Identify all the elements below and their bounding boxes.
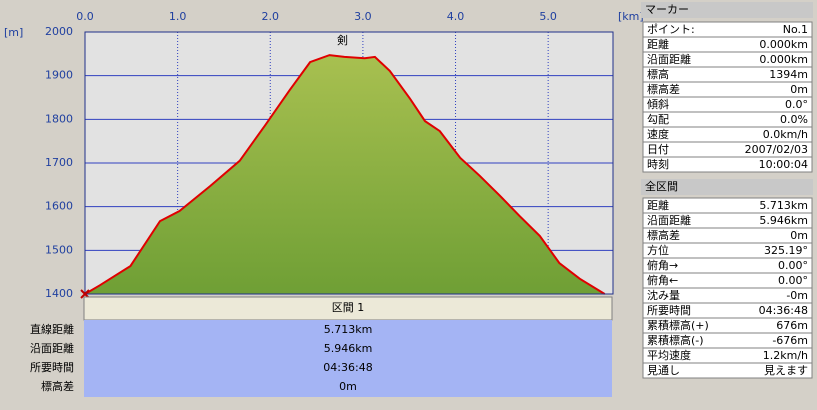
y-tick-label: 1700 [45, 156, 73, 169]
panel-value: 325.19° [764, 244, 808, 257]
panel-value: 見えます [764, 364, 808, 377]
panel-label: 平均速度 [647, 348, 691, 362]
y-tick-label: 1800 [45, 112, 73, 125]
panel-value: 5.946km [759, 214, 808, 227]
panel-label: 傾斜 [647, 97, 669, 111]
panel-label: 速度 [647, 127, 669, 141]
segment-label: 所要時間 [30, 361, 74, 374]
total-title-box [641, 179, 813, 195]
annotation: 剣 [337, 34, 348, 47]
segment-value: 5.946km [324, 342, 373, 355]
panel-value: 0m [790, 83, 808, 96]
total-title: 全区間 [645, 179, 678, 193]
marker-title: マーカー [645, 3, 689, 16]
panel-value: 5.713km [759, 199, 808, 212]
y-tick-label: 2000 [45, 25, 73, 38]
panel-label: 距離 [647, 37, 669, 51]
x-tick-label: 3.0 [354, 10, 372, 23]
panel-value: 1394m [769, 68, 808, 81]
panel-label: 見通し [647, 364, 680, 377]
x-tick-label: 2.0 [262, 10, 280, 23]
panel-value: 0.000km [759, 38, 808, 51]
panel-label: ポイント: [647, 23, 695, 36]
panel-value: No.1 [783, 23, 808, 36]
panel-value: -676m [772, 334, 808, 347]
panel-label: 勾配 [647, 113, 669, 126]
plot-border [84, 31, 614, 295]
panel-value: 0.00° [778, 259, 808, 272]
segment-value: 0m [339, 380, 357, 393]
y-tick-label: 1400 [45, 287, 73, 300]
panel-value: 1.2km/h [763, 349, 808, 362]
panel-value: 0.00° [778, 274, 808, 287]
panel-label: 標高差 [647, 82, 680, 96]
panel-label: 俯角→ [647, 258, 678, 272]
segment-label: 沿面距離 [30, 341, 74, 355]
panel-label: 時刻 [647, 157, 669, 171]
panel-label: 距離 [647, 198, 669, 212]
panel-label: 所要時間 [647, 304, 691, 317]
panel-value: 676m [776, 319, 808, 332]
y-tick-label: 1600 [45, 200, 73, 213]
marker-title-box [641, 2, 813, 18]
panel-label: 沿面距離 [647, 52, 691, 66]
panel-label: 俯角← [647, 273, 678, 287]
segment-label: 直線距離 [30, 322, 74, 336]
segment-label: 標高差 [41, 379, 74, 393]
panel-value: 0.0% [780, 113, 808, 126]
panels: ポイント: No.1 距離 0.000km 沿面距離 0.000km 標高 1394m 標高差 0… [642, 21, 813, 379]
plot: 剣 [84, 34, 606, 295]
segment-header: 区間 1 [332, 301, 365, 314]
panel-value: 0m [790, 229, 808, 242]
y-tick-label: 1900 [45, 69, 73, 82]
segment-rows: 直線距離 5.713km 沿面距離 5.946km 所要時間 04:36:48 標高差 0m [30, 322, 373, 393]
line [84, 54, 606, 295]
panel-label: 沈み量 [647, 288, 680, 302]
x-tick-label: 4.0 [447, 10, 465, 23]
x-tick-label: 5.0 [539, 10, 557, 23]
panel-value: 0.0° [785, 98, 808, 111]
x-tick-label: 1.0 [169, 10, 187, 23]
panel-label: 方位 [647, 243, 669, 257]
x-axis-label: [km] [618, 10, 644, 23]
panel-label: 累積標高(+) [647, 318, 709, 332]
panel-value: 0.0km/h [763, 128, 808, 141]
panel-label: 累積標高(-) [647, 333, 704, 347]
y-tick-label: 1500 [45, 243, 73, 256]
x-tick-label: 0.0 [76, 10, 94, 23]
panel-value: 2007/02/03 [745, 143, 808, 156]
panel-value: 0.000km [759, 53, 808, 66]
panel-value: 10:00:04 [759, 158, 808, 171]
panel-label: 標高 [647, 67, 669, 81]
segment-table [84, 320, 612, 397]
segment-value: 5.713km [324, 323, 373, 336]
panel-value: -0m [786, 289, 808, 302]
y-axis-label: [m] [4, 26, 23, 39]
panel-value: 04:36:48 [759, 304, 808, 317]
panel-label: 標高差 [647, 228, 680, 242]
area [85, 55, 605, 294]
panel-label: 沿面距離 [647, 213, 691, 227]
panel-label: 日付 [647, 143, 669, 156]
segment-value: 04:36:48 [323, 361, 372, 374]
